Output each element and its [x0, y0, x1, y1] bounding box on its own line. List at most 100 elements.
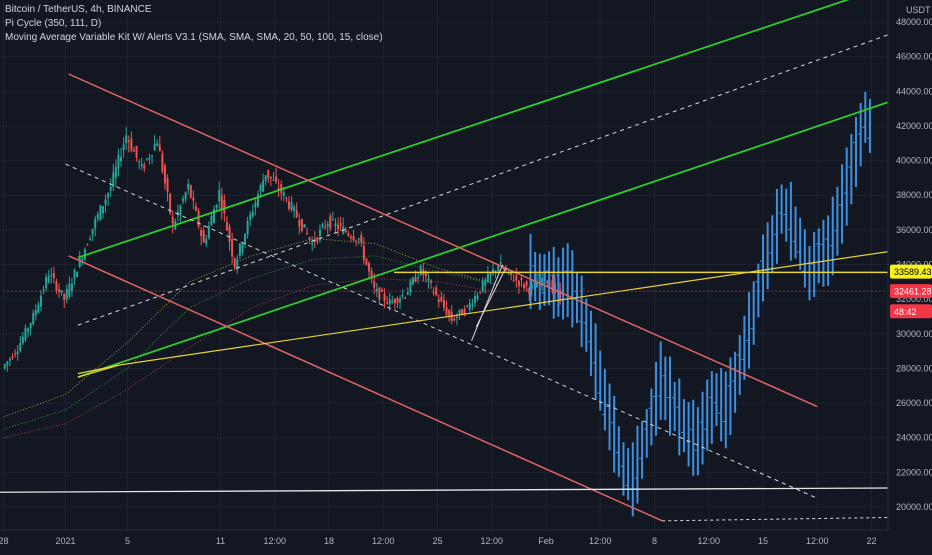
time-tick-label: 22: [866, 536, 876, 546]
candle-body: [504, 269, 507, 271]
candle-body: [60, 290, 63, 293]
candle-body: [68, 283, 71, 297]
candle-body: [163, 165, 166, 184]
candle-body: [78, 257, 81, 268]
candle-body: [479, 291, 482, 293]
candle-body: [21, 336, 24, 344]
dashed-bottom-line: [662, 516, 895, 522]
candle-body: [414, 277, 417, 282]
indicator-moving-average-kit[interactable]: Moving Average Variable Kit W/ Alerts V3…: [5, 32, 383, 43]
candle-body: [393, 298, 396, 304]
candle-body: [55, 281, 58, 292]
candle-body: [365, 258, 368, 265]
yellow-trendline: [119, 250, 895, 366]
candle-body: [318, 229, 321, 237]
candle-body: [153, 144, 156, 151]
candle-body: [326, 223, 329, 227]
candle-body: [225, 221, 228, 231]
price-tick-label: 42000.00: [896, 121, 932, 131]
candle-body: [34, 310, 37, 316]
time-tick-label: 15: [758, 536, 768, 546]
red-channel-lower: [68, 255, 663, 522]
candle-body: [135, 145, 138, 158]
indicator-pi-cycle[interactable]: Pi Cycle (350, 111, D): [5, 18, 102, 29]
candle-body: [530, 283, 533, 289]
candle-body: [27, 328, 30, 332]
price-tag-label: 32461.28: [894, 287, 932, 297]
candle-body: [19, 342, 22, 352]
candle-body: [554, 282, 557, 294]
candle-body: [238, 243, 241, 257]
candle-body: [430, 280, 433, 283]
candle-body: [277, 187, 280, 190]
candle-body: [468, 302, 471, 310]
candle-body: [437, 299, 440, 302]
candle-body: [448, 309, 451, 316]
candle-body: [432, 292, 435, 294]
candle-body: [166, 178, 169, 192]
candle-body: [233, 258, 236, 268]
candle-body: [275, 176, 278, 182]
candle-body: [406, 292, 409, 295]
time-tick-label: 12:00: [589, 536, 612, 546]
candle-body: [63, 293, 66, 300]
candle-body: [114, 166, 117, 178]
symbol-title: Bitcoin / TetherUS, 4h, BINANCE: [5, 4, 152, 15]
candle-body: [156, 143, 159, 146]
candle-body: [272, 179, 275, 181]
time-tick-label: 12:00: [480, 536, 503, 546]
time-tick-label: 5: [125, 536, 130, 546]
price-tick-label: 30000.00: [896, 329, 932, 339]
candle-body: [241, 244, 244, 253]
candle-body: [101, 206, 104, 214]
candle-body: [58, 289, 61, 292]
candle-body: [303, 224, 306, 228]
candle-body: [132, 150, 135, 152]
candle-body: [541, 277, 544, 286]
price-tick-label: 32000.00: [896, 294, 932, 304]
candle-body: [42, 289, 45, 291]
candle-body: [368, 263, 371, 272]
candle-body: [218, 189, 221, 202]
candle-body: [520, 277, 523, 281]
candle-body: [455, 316, 458, 319]
candle-body: [357, 238, 360, 240]
candle-body: [427, 278, 430, 281]
candle-body: [419, 265, 422, 275]
candle-body: [81, 259, 84, 262]
candle-body: [370, 270, 373, 278]
candle-body: [373, 281, 376, 288]
candle-body: [125, 135, 128, 144]
price-tick-label: 48000.00: [896, 17, 932, 27]
candle-body: [486, 273, 489, 283]
candle-body: [104, 199, 107, 205]
candle-body: [535, 282, 538, 288]
candle-body: [244, 234, 247, 245]
candle-body: [45, 277, 48, 289]
candle-body: [295, 210, 298, 218]
candle-body: [391, 300, 394, 303]
candle-body: [3, 364, 6, 369]
candle-body: [52, 273, 55, 279]
candle-body: [401, 295, 404, 297]
candle-body: [494, 270, 497, 272]
candle-body: [194, 206, 197, 211]
candle-body: [497, 266, 500, 271]
candle-body: [192, 197, 195, 201]
candle-body: [269, 176, 272, 179]
candle-body: [473, 296, 476, 303]
candle-body: [158, 144, 161, 152]
price-tick-label: 36000.00: [896, 225, 932, 235]
candle-body: [251, 211, 254, 217]
time-tick-label: 12:00: [806, 536, 829, 546]
candle-body: [476, 295, 479, 300]
candle-body: [76, 272, 79, 278]
candle-body: [182, 198, 185, 202]
candle-body: [442, 300, 445, 308]
candle-body: [293, 206, 296, 212]
price-tag-label: 33589.43: [894, 267, 932, 277]
candle-body: [207, 226, 210, 238]
